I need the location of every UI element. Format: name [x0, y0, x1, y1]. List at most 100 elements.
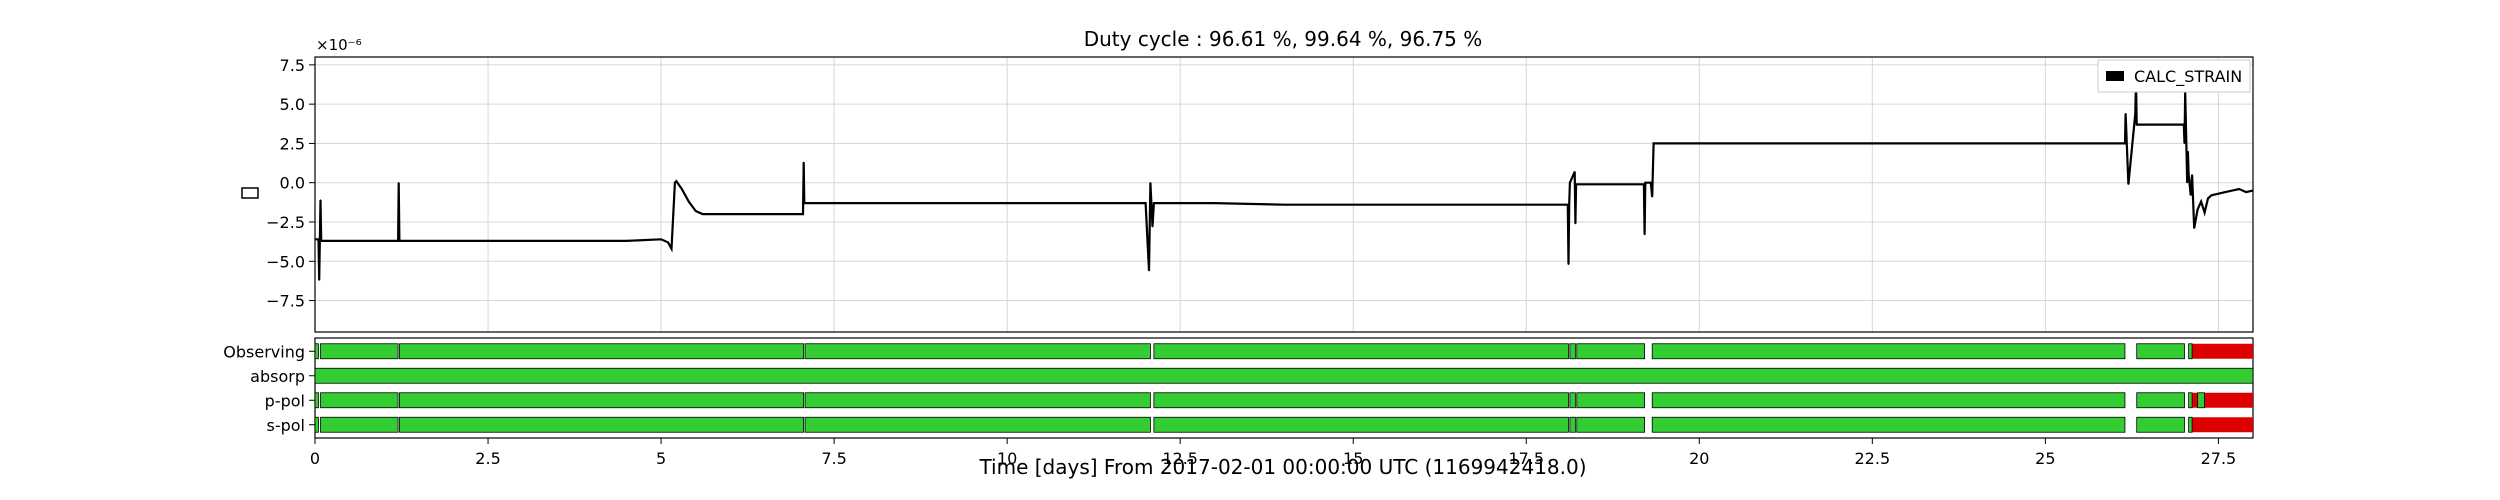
- state-active-2-1: [320, 392, 399, 409]
- series-point-0-22: [702, 213, 704, 215]
- series-point-0-36: [1153, 202, 1155, 204]
- state-label-0: Observing: [223, 342, 305, 361]
- series-point-0-83: [2191, 174, 2193, 176]
- state-active-3-4: [1153, 416, 1569, 433]
- state-inactive-2-0: [2192, 392, 2198, 408]
- series-point-0-80: [2187, 150, 2189, 152]
- state-label-1: absorp: [250, 367, 305, 386]
- series-point-0-81: [2188, 172, 2190, 174]
- y-tick-label-3: 0.0: [280, 174, 305, 193]
- y-tick-label-0: 7.5: [280, 56, 305, 75]
- series-point-0-45: [1567, 204, 1569, 206]
- series-point-0-84: [2193, 227, 2195, 229]
- state-active-2-5: [1569, 392, 1576, 409]
- series-point-0-33: [1148, 270, 1150, 272]
- series-point-0-23: [715, 213, 718, 215]
- series-point-0-16: [670, 248, 673, 250]
- series-point-0-71: [2136, 124, 2138, 126]
- main-grid: [314, 57, 2253, 332]
- series-point-0-60: [1653, 142, 1655, 144]
- x-tick-label-6: 15: [1343, 449, 1363, 468]
- series-point-0-54: [1629, 183, 1631, 185]
- series-point-0-39: [1214, 202, 1216, 204]
- state-active-2-10: [2197, 392, 2205, 409]
- x-axis-ticks: 0 2.5 5 7.5 10 12.5 15 17.5 20 22.5 25 27.5: [310, 438, 2236, 468]
- state-active-2-9: [2188, 392, 2193, 409]
- series-point-0-72: [2138, 124, 2140, 126]
- state-active-3-7: [1651, 416, 2126, 433]
- state-active-3-8: [2136, 416, 2185, 433]
- series-point-0-90: [2217, 193, 2219, 195]
- series-point-0-28: [804, 202, 806, 204]
- series-point-0-67: [2125, 113, 2127, 115]
- series-point-0-43: [1491, 204, 1493, 206]
- series-point-0-89: [2210, 194, 2213, 196]
- series-point-0-74: [2148, 124, 2150, 126]
- series-point-0-37: [1154, 202, 1156, 204]
- series-point-0-17: [674, 182, 676, 184]
- x-tick-label-9: 22.5: [1855, 449, 1891, 468]
- series-point-0-25: [802, 213, 804, 215]
- state-layer: Observing absorp p-pol s-pol: [223, 337, 2254, 439]
- series-point-0-11: [418, 240, 420, 242]
- series-point-0-58: [1650, 182, 1652, 184]
- state-active-3-5: [1569, 416, 1576, 433]
- series-point-0-10: [399, 240, 401, 242]
- series-point-0-15: [667, 241, 669, 243]
- x-tick-label-8: 20: [1689, 449, 1709, 468]
- series-point-0-31: [1006, 202, 1008, 204]
- series-point-0-69: [2134, 113, 2136, 115]
- series-point-0-57: [1644, 182, 1646, 184]
- series-point-0-50: [1574, 223, 1576, 225]
- y-tick-label-5: −5.0: [266, 252, 305, 271]
- state-inactive-0-0: [2192, 343, 2253, 359]
- state-active-2-4: [1153, 392, 1569, 409]
- y-tick-label-4: −2.5: [266, 213, 305, 232]
- series-point-0-32: [1145, 202, 1147, 204]
- state-active-3-9: [2188, 416, 2193, 433]
- state-label-3: s-pol: [267, 416, 306, 435]
- state-active-2-6: [1576, 392, 1646, 409]
- series-point-0-13: [625, 240, 628, 242]
- state-active-3-1: [320, 416, 399, 433]
- state-active-0-4: [1153, 343, 1569, 360]
- series-point-0-61: [1654, 142, 1656, 144]
- series-point-0-26: [803, 161, 805, 163]
- state-active-3-6: [1576, 416, 1646, 433]
- series-point-0-42: [1421, 204, 1423, 206]
- state-label-2: p-pol: [265, 391, 305, 410]
- main-ticks: 7.5 5.0 2.5 0.0 −2.5 −5.0 −7.5: [266, 56, 315, 311]
- ylabel-box-icon: [241, 187, 259, 199]
- series-point-0-29: [805, 202, 808, 204]
- legend-swatch: [2106, 71, 2124, 81]
- x-tick-label-7: 17.5: [1508, 449, 1544, 468]
- series-point-0-79: [2186, 182, 2188, 184]
- chart-title: Duty cycle : 96.61 %, 99.64 %, 96.75 %: [1084, 27, 1483, 51]
- state-active-0-0: [314, 343, 319, 360]
- state-active-2-3: [804, 392, 1151, 409]
- x-tick-label-0: 0: [310, 449, 320, 468]
- series-point-0-82: [2190, 194, 2192, 196]
- series-point-0-93: [2238, 188, 2240, 190]
- state-active-2-2: [399, 392, 805, 409]
- series-point-0-41: [1352, 204, 1354, 206]
- series-point-0-18: [675, 180, 677, 182]
- series-point-0-75: [2176, 124, 2178, 126]
- series-point-0-91: [2224, 191, 2226, 193]
- state-inactive-2-1: [2204, 392, 2253, 408]
- series-point-0-12: [522, 240, 524, 242]
- state-active-0-6: [1576, 343, 1646, 360]
- series-point-0-85: [2197, 208, 2199, 210]
- series-point-0-56: [1644, 234, 1646, 236]
- state-active-3-2: [399, 416, 805, 433]
- state-active-0-3: [804, 343, 1151, 360]
- x-tick-label-4: 10: [997, 449, 1017, 468]
- series-point-0-76: [2183, 124, 2185, 126]
- y-tick-label-6: −7.5: [266, 292, 305, 311]
- series-point-0-49: [1574, 171, 1576, 173]
- series-point-0-53: [1581, 183, 1583, 185]
- series-layer: [314, 80, 2254, 281]
- series-point-0-77: [2183, 142, 2186, 144]
- series-point-0-7: [397, 240, 399, 242]
- state-active-3-0: [314, 416, 319, 433]
